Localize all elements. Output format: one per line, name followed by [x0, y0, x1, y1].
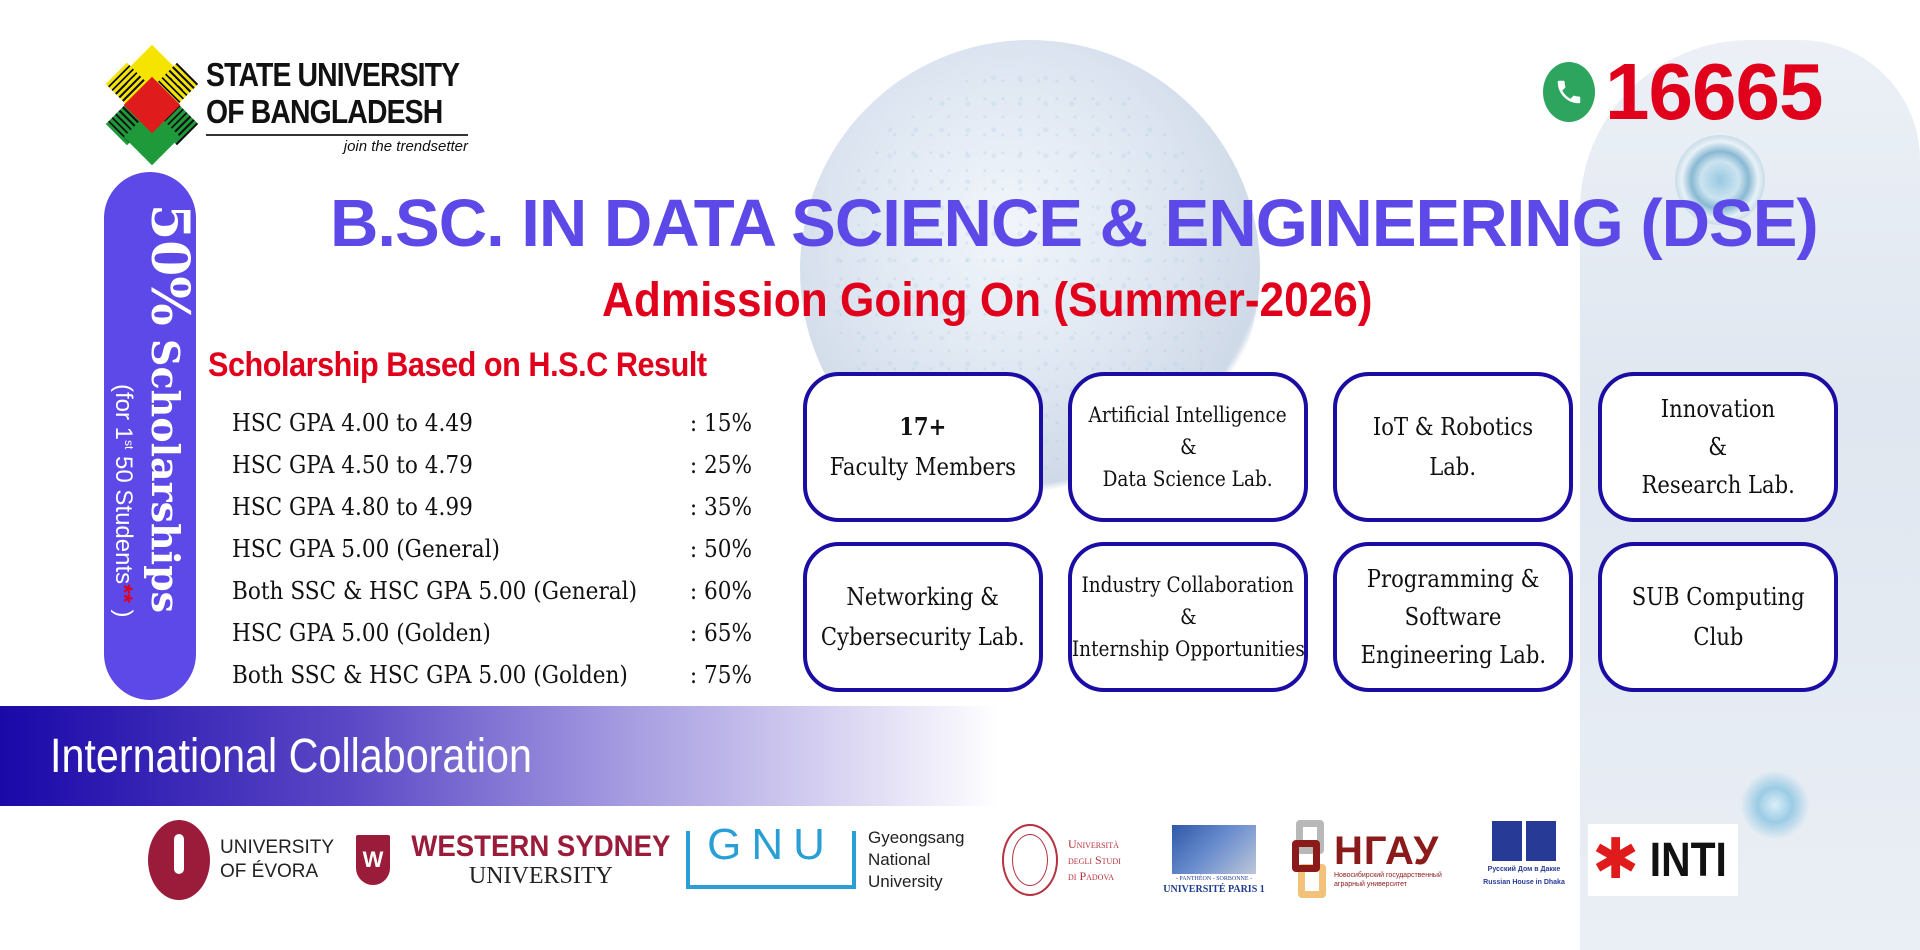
- scholarship-row: HSC GPA 4.80 to 4.99: 35%: [232, 493, 752, 521]
- partner-padova[interactable]: Università degli Studi di Padova: [1002, 812, 1121, 908]
- university-tagline: join the trendsetter: [343, 137, 468, 155]
- feature-faculty: 17+ Faculty Members: [803, 372, 1043, 522]
- admission-status: Admission Going On (Summer-2026): [602, 274, 1373, 327]
- partner-logos: UNIVERSITY OF ÉVORA W WESTERN SYDNEY UNI…: [140, 812, 1760, 908]
- university-logo[interactable]: STATE UNIVERSITY OF BANGLADESH join the …: [104, 40, 474, 170]
- dove-emblem-icon: [1526, 821, 1556, 861]
- feature-industry-collab: Industry Collaboration & Internship Oppo…: [1068, 542, 1308, 692]
- feature-research-lab: Innovation & Research Lab.: [1598, 372, 1838, 522]
- robot-eye-glow: [1675, 135, 1765, 225]
- scholarship-row: Both SSC & HSC GPA 5.00 (General): 60%: [232, 577, 752, 605]
- ngau-emblem-icon: [1292, 820, 1328, 900]
- feature-grid: 17+ Faculty Members Artificial Intellige…: [803, 372, 1839, 692]
- russian-house-emblem-icon: [1492, 821, 1522, 861]
- partner-ngau[interactable]: НГАУ Новосибирский государственный аграр…: [1292, 812, 1442, 908]
- phone-icon: [1543, 62, 1595, 122]
- wsu-shield-icon: W: [356, 835, 390, 885]
- partner-gyeongsang[interactable]: GNU Gyeongsang National University: [686, 812, 964, 908]
- scholarship-percent: 50%: [139, 204, 200, 326]
- feature-computing-club: SUB Computing Club: [1598, 542, 1838, 692]
- university-name-line2: OF BANGLADESH: [206, 92, 443, 130]
- collaboration-banner: International Collaboration: [0, 706, 1000, 806]
- robot-joint-glow: [1740, 770, 1810, 840]
- inti-star-icon: ✱: [1592, 827, 1640, 892]
- collaboration-title: International Collaboration: [50, 729, 532, 783]
- scholarship-note: (for 1st 50 Students** ): [110, 384, 137, 618]
- scholarship-badge: 50% Scholarships (for 1st 50 Students** …: [104, 172, 200, 700]
- feature-iot-lab: IoT & Robotics Lab.: [1333, 372, 1573, 522]
- feature-networking-lab: Networking & Cybersecurity Lab.: [803, 542, 1043, 692]
- partner-inti[interactable]: ✱ INTI: [1588, 812, 1738, 908]
- scholarship-table-title: Scholarship Based on H.S.C Result: [208, 346, 707, 384]
- scholarship-label: Scholarships: [143, 339, 188, 614]
- partner-evora[interactable]: UNIVERSITY OF ÉVORA: [148, 812, 334, 908]
- partner-paris-1[interactable]: - PANTHÉON - SORBONNE - UNIVERSITÉ PARIS…: [1163, 812, 1265, 908]
- partner-russian-house[interactable]: Русский Дом в Дакке Russian House in Dha…: [1483, 812, 1565, 908]
- scholarship-row: HSC GPA 5.00 (General): 50%: [232, 535, 752, 563]
- partner-western-sydney[interactable]: W WESTERN SYDNEY UNIVERSITY: [356, 812, 682, 908]
- program-title: B.SC. IN DATA SCIENCE & ENGINEERING (DSE…: [330, 186, 1819, 261]
- hotline[interactable]: 16665: [1543, 47, 1823, 136]
- gnu-logo-icon: GNU: [686, 823, 856, 889]
- scholarship-table: HSC GPA 4.00 to 4.49: 15% HSC GPA 4.50 t…: [232, 402, 752, 696]
- paris-emblem-icon: [1172, 825, 1256, 874]
- university-name-line1: STATE UNIVERSITY: [206, 55, 460, 93]
- padova-seal-icon: [1002, 824, 1058, 896]
- feature-ai-lab: Artificial Intelligence & Data Science L…: [1068, 372, 1308, 522]
- scholarship-row: HSC GPA 4.50 to 4.79: 25%: [232, 451, 752, 479]
- scholarship-row: HSC GPA 4.00 to 4.49: 15%: [232, 409, 752, 437]
- scholarship-row: Both SSC & HSC GPA 5.00 (Golden): 75%: [232, 661, 752, 689]
- logo-divider: [206, 133, 468, 136]
- feature-programming-lab: Programming & Software Engineering Lab.: [1333, 542, 1573, 692]
- sub-emblem-icon: [104, 44, 200, 166]
- hotline-number: 16665: [1605, 47, 1823, 136]
- evora-emblem-icon: [148, 820, 210, 900]
- scholarship-row: HSC GPA 5.00 (Golden): 65%: [232, 619, 752, 647]
